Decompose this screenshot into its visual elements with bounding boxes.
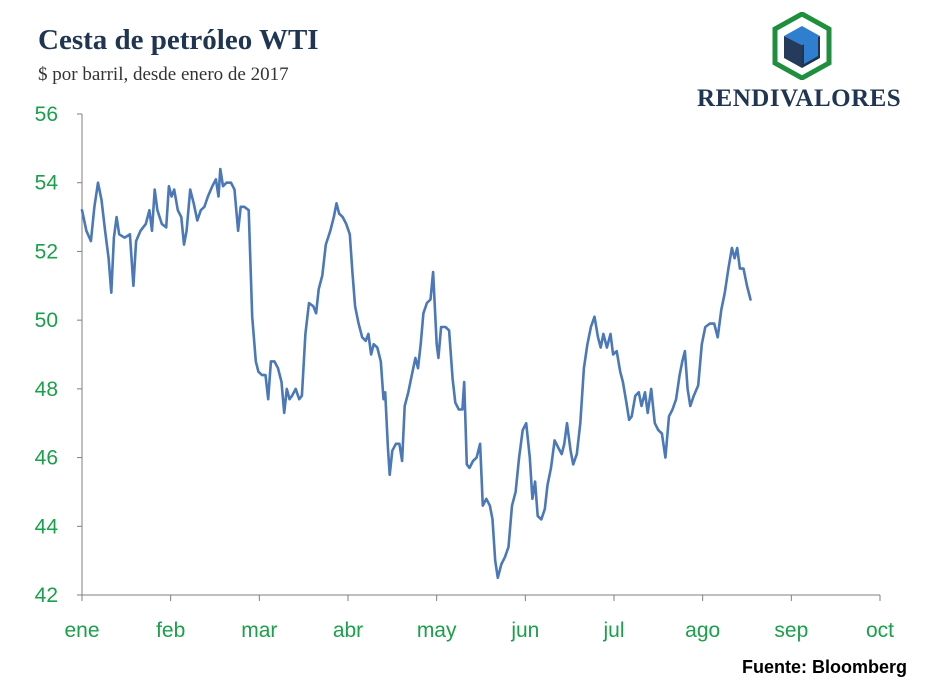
- x-tick-label: abr: [333, 619, 363, 642]
- x-tick-label: may: [417, 619, 457, 642]
- chart-title: Cesta de petróleo WTI: [38, 24, 319, 56]
- series-line-0: [80, 167, 752, 580]
- plot-area: [80, 167, 752, 580]
- y-tick-label: 48: [35, 378, 58, 401]
- y-tick-label: 56: [35, 103, 58, 126]
- rendivalores-logo: RENDIVALORES: [697, 12, 912, 117]
- chart-subtitle: $ por barril, desde enero de 2017: [38, 64, 289, 85]
- y-tick-label: 44: [35, 515, 59, 538]
- y-tick-label: 42: [35, 584, 58, 607]
- x-tick-label: jun: [510, 619, 539, 642]
- y-tick-label: 52: [35, 240, 58, 263]
- x-tick-label: ene: [64, 619, 99, 642]
- source-note: Fuente: Bloomberg: [742, 657, 907, 677]
- y-tick-label: 50: [35, 309, 58, 332]
- cube-logo-icon: [772, 12, 832, 80]
- x-tick-label: oct: [866, 619, 894, 642]
- x-tick-label: feb: [156, 619, 185, 642]
- logo-text: RENDIVALORES: [697, 85, 902, 112]
- y-tick-label: 54: [35, 172, 59, 195]
- x-axis-ticks: ene feb mar abr may jun jul ago sep oct: [64, 595, 894, 642]
- x-tick-label: sep: [774, 619, 808, 642]
- y-axis-ticks: 42 44 46 48 50 52 54 56: [35, 103, 82, 607]
- x-tick-label: mar: [241, 619, 277, 642]
- x-tick-label: jul: [602, 619, 624, 642]
- y-tick-label: 46: [35, 447, 58, 470]
- chart-axes: [81, 114, 880, 596]
- x-tick-label: ago: [685, 619, 720, 642]
